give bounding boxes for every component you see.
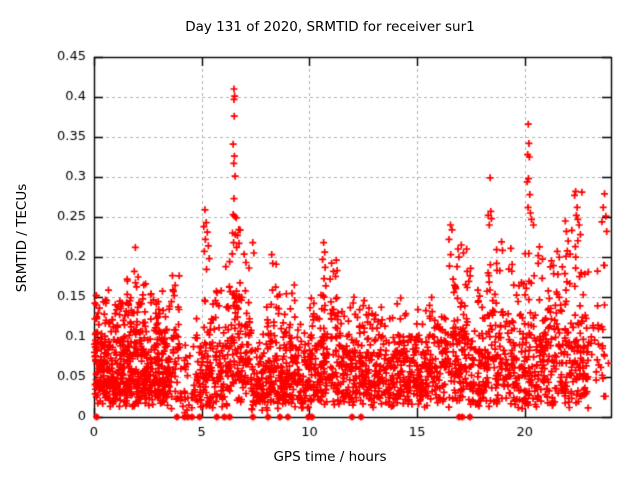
x-axis-title: GPS time / hours: [273, 449, 387, 465]
y-axis-title: SRMTID / TECUs: [14, 183, 30, 293]
chart-title: Day 131 of 2020, SRMTID for receiver sur…: [185, 19, 475, 35]
